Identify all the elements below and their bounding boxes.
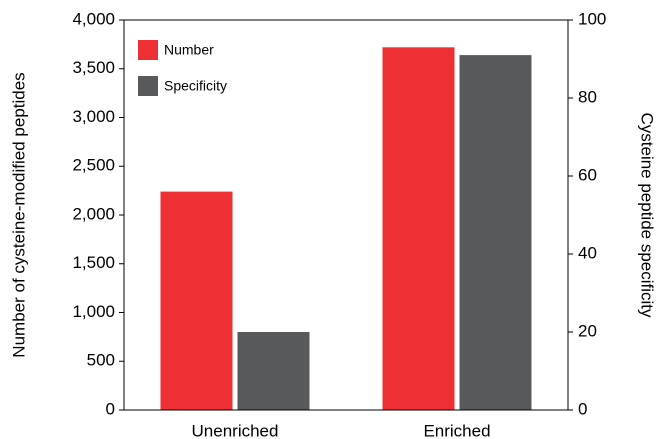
x-tick-label: Unenriched [192, 421, 279, 439]
legend-label: Specificity [164, 78, 227, 94]
plot-frame [123, 19, 569, 411]
y-tick-label: 0 [106, 399, 115, 418]
y-tick-label: 3,500 [72, 58, 115, 77]
x-tick-label: Enriched [423, 421, 490, 439]
bar [382, 47, 455, 411]
y-tick-label: 500 [87, 351, 115, 370]
y2-tick-label: 0 [578, 399, 587, 418]
y-axis-label: Number of cysteine-modified peptides [9, 72, 28, 357]
y-tick-label: 2,500 [72, 156, 115, 175]
y-tick-label: 1,000 [72, 302, 115, 321]
legend-swatch [138, 76, 158, 96]
y2-tick-label: 20 [578, 321, 597, 340]
legend-swatch [138, 40, 158, 60]
y-tick-label: 3,000 [72, 107, 115, 126]
y2-tick-label: 100 [578, 9, 606, 28]
y-tick-label: 4,000 [72, 9, 115, 28]
y-tick-label: 2,000 [72, 204, 115, 223]
y2-tick-label: 60 [578, 165, 597, 184]
y-tick-label: 1,500 [72, 253, 115, 272]
bar [237, 332, 310, 410]
legend-label: Number [164, 42, 214, 58]
bar [160, 191, 233, 410]
bar [459, 55, 532, 410]
y2-tick-label: 40 [578, 243, 597, 262]
y2-axis-label: Cysteine peptide specificity [638, 112, 657, 318]
y2-tick-label: 80 [578, 87, 597, 106]
